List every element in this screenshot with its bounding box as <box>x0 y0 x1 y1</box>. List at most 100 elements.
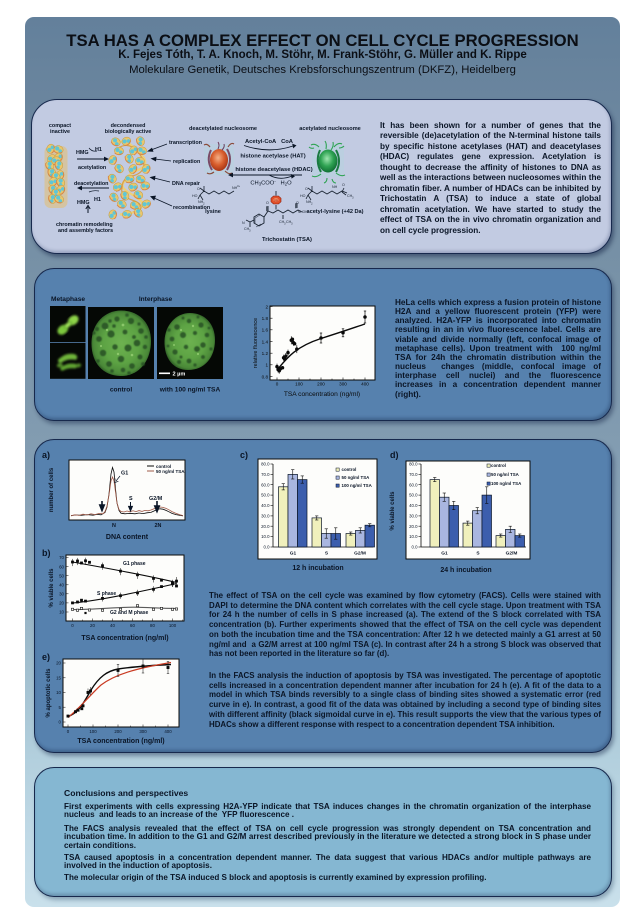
svg-text:3: 3 <box>249 229 251 233</box>
svg-text:300: 300 <box>139 729 147 734</box>
svg-text:number of cells: number of cells <box>49 467 55 512</box>
svg-text:TSA concentration (ng/ml): TSA concentration (ng/ml) <box>81 635 168 642</box>
svg-text:chromatin remodeling: chromatin remodeling <box>56 222 113 228</box>
svg-text:control: control <box>491 463 506 468</box>
svg-text:12 h incubation: 12 h incubation <box>292 565 343 572</box>
svg-text:NH: NH <box>198 200 204 204</box>
svg-text:decondensed: decondensed <box>111 123 146 129</box>
svg-text:G1: G1 <box>290 551 297 557</box>
svg-text:N: N <box>242 221 245 225</box>
svg-text:10.0: 10.0 <box>261 534 270 539</box>
svg-text:transcription: transcription <box>169 140 202 146</box>
svg-text:2: 2 <box>203 202 205 206</box>
svg-text:60: 60 <box>59 564 64 569</box>
svg-text:H1: H1 <box>94 197 101 203</box>
svg-text:O: O <box>342 183 345 187</box>
svg-text:Acetyl-CoA CoA: Acetyl-CoA CoA <box>245 139 294 145</box>
svg-text:70.0: 70.0 <box>261 472 270 477</box>
svg-text:TSA concentration (ng/ml): TSA concentration (ng/ml) <box>284 391 360 398</box>
svg-text:histone acetylase (HAT): histone acetylase (HAT) <box>240 154 305 160</box>
svg-text:DNA content: DNA content <box>106 534 149 541</box>
svg-text:50 ng/ml TSA: 50 ng/ml TSA <box>156 469 185 474</box>
svg-text:50 ng/ml TSA: 50 ng/ml TSA <box>342 475 371 480</box>
svg-text:3: 3 <box>352 196 354 200</box>
svg-text:TSA concentration (ng/ml): TSA concentration (ng/ml) <box>77 738 164 745</box>
svg-text:CH: CH <box>279 220 285 224</box>
svg-text:histone deacetylase (HDAC): histone deacetylase (HDAC) <box>235 167 312 173</box>
svg-text:60.0: 60.0 <box>409 482 418 487</box>
svg-text:inactive: inactive <box>50 129 70 135</box>
svg-text:10: 10 <box>56 690 61 695</box>
svg-text:% apoptotic cells: % apoptotic cells <box>46 668 52 718</box>
svg-text:50.0: 50.0 <box>409 493 418 498</box>
svg-text:G2/M: G2/M <box>506 551 518 557</box>
svg-text:0.8: 0.8 <box>262 374 269 379</box>
svg-text:80: 80 <box>150 623 155 628</box>
svg-text:CH: CH <box>347 194 353 198</box>
svg-text:CH: CH <box>286 220 292 224</box>
svg-text:% viable cells: % viable cells <box>390 491 396 531</box>
svg-text:HO: HO <box>192 194 198 198</box>
svg-text:G1: G1 <box>121 471 128 477</box>
svg-text:70.0: 70.0 <box>409 472 418 477</box>
svg-text:0: 0 <box>67 729 70 734</box>
svg-text:HMG: HMG <box>76 150 89 156</box>
svg-text:biologically active: biologically active <box>105 129 151 135</box>
svg-text:N: N <box>112 523 116 529</box>
svg-text:60.0: 60.0 <box>261 482 270 487</box>
svg-text:S: S <box>129 496 133 502</box>
svg-text:O: O <box>305 187 308 191</box>
svg-text:0: 0 <box>71 623 74 628</box>
svg-text:Metaphase: Metaphase <box>51 296 85 303</box>
svg-text:e): e) <box>42 652 50 662</box>
svg-text:Interphase: Interphase <box>139 296 173 303</box>
svg-text:SO: SO <box>274 198 278 202</box>
svg-text:70: 70 <box>59 555 64 560</box>
svg-text:and assembly factors: and assembly factors <box>58 228 113 234</box>
svg-text:15: 15 <box>56 676 61 681</box>
svg-text:100 ng/ml TSA: 100 ng/ml TSA <box>342 483 373 488</box>
svg-text:acetylated nucleosome: acetylated nucleosome <box>299 126 361 132</box>
svg-text:control: control <box>110 387 133 394</box>
svg-text:acetyl-lysine (+42 Da): acetyl-lysine (+42 Da) <box>306 209 363 215</box>
svg-text:20: 20 <box>59 601 64 606</box>
svg-text:2 µm: 2 µm <box>173 372 186 378</box>
svg-text:% viable cells: % viable cells <box>49 568 55 608</box>
svg-text:30.0: 30.0 <box>261 514 270 519</box>
svg-text:NH: NH <box>306 200 312 204</box>
svg-text:200: 200 <box>114 729 122 734</box>
svg-text:1: 1 <box>265 363 268 368</box>
svg-text:0: 0 <box>276 382 279 387</box>
svg-text:S: S <box>325 551 329 557</box>
svg-text:G2/M: G2/M <box>354 551 366 557</box>
svg-text:200: 200 <box>317 382 325 387</box>
svg-text:1.2: 1.2 <box>262 351 269 356</box>
svg-text:20: 20 <box>90 623 95 628</box>
svg-text:NH: NH <box>332 185 338 189</box>
svg-text:NHOH: NHOH <box>298 210 308 214</box>
svg-text:0.0: 0.0 <box>412 545 419 550</box>
svg-text:CH: CH <box>244 227 250 231</box>
svg-text:O: O <box>266 201 269 205</box>
svg-text:3: 3 <box>291 222 293 226</box>
svg-text:40: 40 <box>59 583 64 588</box>
svg-text:24 h incubation: 24 h incubation <box>440 567 491 574</box>
svg-text:d): d) <box>390 450 399 460</box>
svg-text:3: 3 <box>284 222 286 226</box>
svg-text:acetylation: acetylation <box>78 165 106 171</box>
svg-text:with 100 ng/ml TSA: with 100 ng/ml TSA <box>159 387 221 394</box>
svg-text:40.0: 40.0 <box>261 503 270 508</box>
svg-text:3+: 3+ <box>237 184 241 188</box>
svg-text:recombination: recombination <box>173 205 210 211</box>
svg-text:deacetylation: deacetylation <box>74 181 108 187</box>
svg-text:80.0: 80.0 <box>409 462 418 467</box>
svg-text:G1 phase: G1 phase <box>123 561 146 567</box>
svg-text:HMG: HMG <box>77 200 90 206</box>
svg-text:HO: HO <box>300 194 306 198</box>
svg-text:O: O <box>296 201 299 205</box>
svg-text:0: 0 <box>59 720 62 725</box>
svg-text:control: control <box>342 467 357 472</box>
svg-text:100: 100 <box>295 382 303 387</box>
svg-text:30.0: 30.0 <box>409 514 418 519</box>
svg-text:deacetylated nucleosome: deacetylated nucleosome <box>189 126 257 132</box>
